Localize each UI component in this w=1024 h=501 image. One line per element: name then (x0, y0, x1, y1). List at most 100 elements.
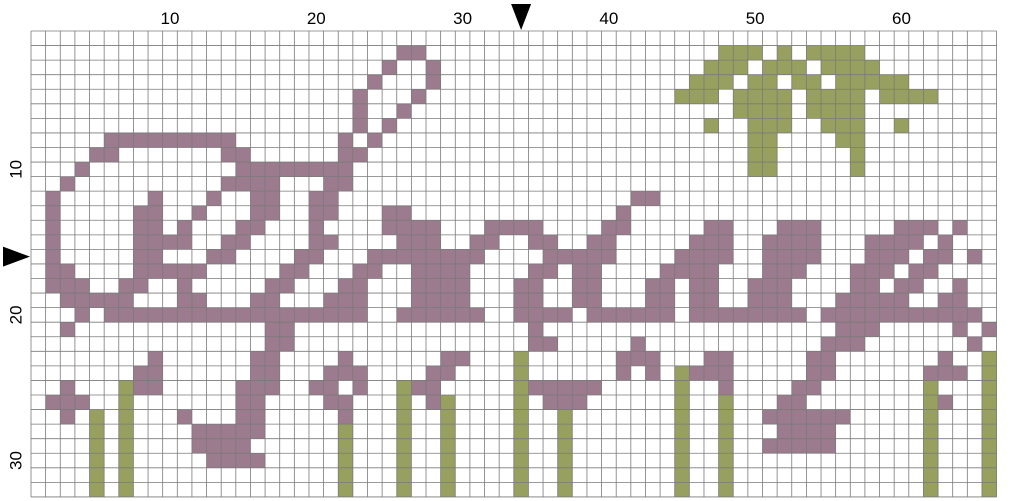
stitch-cell-mauve (308, 162, 324, 177)
stitch-cell-mauve (557, 249, 573, 264)
stitch-cell-mauve (543, 249, 558, 264)
stitch-cell-olive (850, 89, 865, 104)
stitch-cell-mauve (235, 147, 251, 163)
stitch-cell-olive (89, 467, 105, 483)
stitch-cell-olive (762, 118, 778, 133)
stitch-cell-olive (923, 467, 939, 483)
stitch-cell-mauve (938, 234, 953, 250)
stitch-cell-mauve (148, 380, 163, 395)
stitch-cell-olive (513, 482, 529, 497)
stitch-cell-mauve (894, 249, 909, 264)
stitch-cell-mauve (923, 263, 939, 279)
stitch-cell-mauve (543, 380, 558, 395)
stitch-cell-mauve (177, 263, 192, 279)
stitch-cell-mauve (528, 307, 544, 323)
stitch-cell-olive (338, 453, 353, 468)
stitch-cell-mauve (367, 74, 383, 90)
stitch-cell-mauve (265, 205, 280, 221)
stitch-cell-mauve (586, 307, 602, 323)
stitch-cell-mauve (645, 278, 661, 294)
stitch-cell-mauve (806, 424, 822, 439)
stitch-cell-mauve (279, 162, 295, 177)
stitch-cell-mauve (45, 205, 61, 221)
stitch-cell-mauve (294, 307, 309, 323)
stitch-cell-mauve (645, 307, 661, 323)
stitch-cell-olive (338, 424, 353, 439)
stitch-cell-mauve (426, 74, 441, 90)
stitch-cell-olive (89, 409, 105, 425)
stitch-cell-mauve (221, 249, 236, 264)
x-tick-label: 50 (746, 9, 765, 28)
stitch-cell-mauve (133, 365, 149, 381)
stitch-cell-mauve (543, 234, 558, 250)
x-tick-label: 40 (599, 9, 618, 28)
stitch-cell-mauve (60, 293, 75, 308)
stitch-cell-mauve (206, 307, 222, 323)
stitch-cell-mauve (469, 249, 485, 264)
stitch-cell-olive (981, 424, 997, 439)
stitch-cell-olive (908, 89, 924, 104)
stitch-cell-mauve (148, 263, 163, 279)
stitch-cell-mauve (864, 234, 880, 250)
stitch-cell-olive (777, 45, 792, 61)
stitch-cell-olive (821, 118, 836, 133)
stitch-cell-mauve (148, 132, 163, 148)
stitch-cell-mauve (601, 234, 617, 250)
stitch-cell-olive (791, 60, 807, 75)
stitch-cell-olive (674, 453, 690, 468)
stitch-cell-mauve (967, 307, 982, 323)
stitch-cell-olive (718, 74, 734, 90)
stitch-cell-mauve (338, 176, 353, 192)
stitch-cell-olive (118, 482, 134, 497)
stitch-cell-mauve (235, 162, 251, 177)
stitch-cell-mauve (440, 365, 456, 381)
stitch-cell-mauve (923, 220, 939, 235)
stitch-cell-mauve (308, 249, 324, 264)
stitch-cell-olive (777, 118, 792, 133)
stitch-cell-mauve (469, 234, 485, 250)
stitch-cell-mauve (660, 263, 675, 279)
stitch-cell-olive (718, 395, 734, 410)
stitch-cell-mauve (74, 395, 90, 410)
stitch-cell-mauve (221, 453, 236, 468)
stitch-cell-mauve (323, 191, 339, 206)
stitch-cell-mauve (250, 409, 266, 425)
stitch-cell-olive (835, 89, 851, 104)
stitch-cell-mauve (821, 307, 836, 323)
stitch-cell-mauve (689, 307, 704, 323)
stitch-cell-mauve (879, 293, 895, 308)
stitch-cell-mauve (294, 162, 309, 177)
stitch-cell-olive (762, 74, 778, 90)
stitch-cell-mauve (352, 89, 368, 104)
stitch-cell-olive (806, 74, 822, 90)
stitch-cell-olive (747, 74, 763, 90)
stitch-cell-mauve (806, 365, 822, 381)
stitch-cell-mauve (689, 293, 704, 308)
stitch-cell-mauve (396, 249, 412, 264)
stitch-cell-mauve (572, 263, 587, 279)
stitch-cell-mauve (967, 249, 982, 264)
stitch-cell-mauve (338, 162, 353, 177)
stitch-cell-mauve (791, 380, 807, 395)
stitch-cell-mauve (133, 263, 149, 279)
stitch-cell-mauve (308, 380, 324, 395)
stitch-cell-mauve (718, 249, 734, 264)
stitch-cell-mauve (645, 191, 661, 206)
stitch-cell-mauve (923, 307, 939, 323)
stitch-cell-olive (850, 74, 865, 90)
stitch-cell-mauve (440, 278, 456, 294)
stitch-cell-mauve (148, 249, 163, 264)
stitch-cell-mauve (60, 176, 75, 192)
stitch-cell-mauve (323, 293, 339, 308)
stitch-cell-mauve (923, 365, 939, 381)
stitch-cell-mauve (952, 278, 968, 294)
stitch-cell-mauve (382, 249, 397, 264)
stitch-cell-mauve (279, 307, 295, 323)
stitch-cell-mauve (791, 307, 807, 323)
stitch-cell-olive (835, 118, 851, 133)
stitch-cell-olive (835, 103, 851, 119)
stitch-cell-mauve (294, 249, 309, 264)
stitch-cell-mauve (484, 234, 500, 250)
stitch-cell-mauve (411, 278, 427, 294)
stitch-cell-olive (703, 74, 719, 90)
